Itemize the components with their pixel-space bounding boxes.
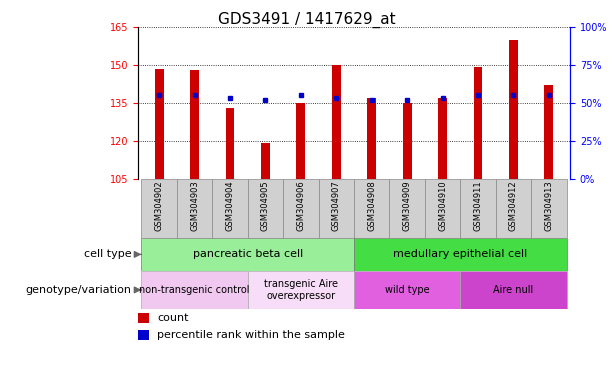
Text: GSM304912: GSM304912 (509, 180, 518, 231)
Text: GSM304906: GSM304906 (296, 180, 305, 231)
Bar (319, 179, 354, 238)
Bar (332, 65, 341, 179)
Text: genotype/variation: genotype/variation (26, 285, 132, 295)
Bar (142, 271, 248, 309)
Text: GSM304902: GSM304902 (154, 180, 164, 231)
Bar (460, 271, 566, 309)
Text: GSM304903: GSM304903 (190, 180, 199, 231)
Bar (138, 313, 149, 323)
Text: GSM304905: GSM304905 (261, 180, 270, 231)
Bar (261, 143, 270, 179)
Bar (190, 70, 199, 179)
Bar (496, 179, 531, 238)
Text: GSM304904: GSM304904 (226, 180, 235, 231)
Text: GSM304913: GSM304913 (544, 180, 554, 231)
Bar (177, 179, 212, 238)
Text: GSM304907: GSM304907 (332, 180, 341, 231)
Text: Aire null: Aire null (493, 285, 533, 295)
Bar (438, 98, 447, 179)
Bar (142, 179, 177, 238)
Bar (389, 179, 425, 238)
Bar (248, 179, 283, 238)
Text: GSM304910: GSM304910 (438, 180, 447, 231)
Bar (425, 179, 460, 238)
Bar (474, 67, 482, 179)
Text: non-transgenic control: non-transgenic control (139, 285, 250, 295)
Text: cell type: cell type (84, 249, 132, 260)
Bar (138, 330, 149, 340)
Text: count: count (158, 313, 189, 323)
Bar (367, 98, 376, 179)
Text: transgenic Aire
overexpressor: transgenic Aire overexpressor (264, 279, 338, 301)
Text: medullary epithelial cell: medullary epithelial cell (393, 249, 527, 260)
Bar (460, 179, 496, 238)
Bar (226, 108, 234, 179)
Bar (354, 179, 389, 238)
Text: GSM304909: GSM304909 (403, 180, 412, 231)
Bar (297, 103, 305, 179)
Text: GSM304908: GSM304908 (367, 180, 376, 231)
Bar (248, 271, 354, 309)
Bar (354, 271, 460, 309)
Bar (142, 238, 354, 271)
Bar (354, 238, 566, 271)
Bar (509, 40, 518, 179)
Text: GDS3491 / 1417629_at: GDS3491 / 1417629_at (218, 12, 395, 28)
Bar (154, 69, 164, 179)
Bar (544, 85, 554, 179)
Text: percentile rank within the sample: percentile rank within the sample (158, 330, 345, 340)
Text: pancreatic beta cell: pancreatic beta cell (192, 249, 303, 260)
Bar (531, 179, 566, 238)
Text: wild type: wild type (385, 285, 430, 295)
Bar (212, 179, 248, 238)
Bar (403, 103, 411, 179)
Bar (283, 179, 319, 238)
Text: GSM304911: GSM304911 (473, 180, 482, 231)
